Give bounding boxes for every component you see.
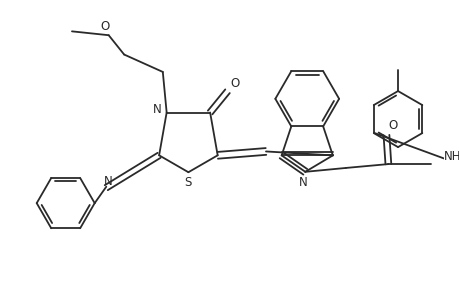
Text: N: N: [104, 176, 112, 188]
Text: O: O: [100, 20, 109, 33]
Text: N: N: [298, 176, 307, 189]
Text: S: S: [185, 176, 192, 189]
Text: NH: NH: [442, 150, 459, 163]
Text: N: N: [152, 103, 161, 116]
Text: O: O: [230, 77, 239, 90]
Text: O: O: [388, 119, 397, 132]
